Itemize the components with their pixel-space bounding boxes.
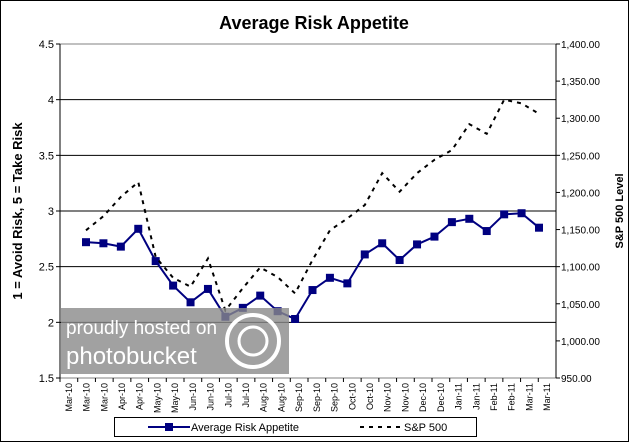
x-tick-label: Feb-11 [507,383,517,411]
data-point-risk-appetite [535,223,543,232]
y-tick-label: 1.5 [39,373,54,385]
data-point-risk-appetite [99,239,108,248]
y2-tick-label: 950.00 [561,374,592,385]
data-point-risk-appetite [82,238,90,247]
data-point-risk-appetite [360,250,369,259]
legend-marker-icon [165,423,173,431]
watermark: proudly hosted on photobucket [61,308,289,374]
data-point-risk-appetite [482,227,491,236]
y-tick-label: 4.5 [39,39,54,51]
y-tick-label: 2 [48,317,54,329]
x-tick-label: Mar-10 [82,383,92,412]
x-tick-label: Jun-10 [206,383,216,411]
chart-title: Average Risk Appetite [219,13,409,33]
data-point-risk-appetite [186,298,195,307]
data-point-risk-appetite [413,240,422,249]
x-tick-label: Dec-10 [436,383,446,412]
data-point-risk-appetite [151,257,160,266]
x-tick-label: Feb-11 [489,383,499,411]
data-point-risk-appetite [308,286,317,295]
y2-tick-label: 1,050.00 [561,300,600,311]
x-tick-label: Mar-11 [542,383,552,411]
data-point-risk-appetite [203,284,212,293]
data-point-risk-appetite [500,210,509,219]
right-axis: 950.00 1,000.00 1,050.00 1,100.00 1,150.00 1,… [555,40,600,385]
x-tick-label: Apr-10 [117,383,127,410]
data-point-risk-appetite [325,273,334,282]
x-tick-label: Sep-10 [312,383,322,412]
data-point-risk-appetite [447,218,456,227]
x-tick-label: Jul-10 [241,383,251,408]
x-tick-label: Jul-10 [223,383,233,408]
x-tick-label: Oct-10 [347,383,357,410]
x-tick-label: Sep-10 [294,383,304,412]
data-point-risk-appetite [465,214,474,223]
x-tick-label: Dec-10 [418,383,428,412]
y2-tick-label: 1,400.00 [561,40,600,51]
legend: Average Risk Appetite S&P 500 [114,417,477,437]
data-point-risk-appetite [256,291,265,300]
data-point-risk-appetite [291,314,300,323]
legend-label-risk: Average Risk Appetite [191,422,299,434]
x-tick-label: Nov-10 [400,383,410,412]
y2-tick-label: 1,200.00 [561,188,600,199]
watermark-line2: photobucket [66,343,197,370]
x-tick-label: May-10 [170,383,180,413]
y2-tick-label: 1,250.00 [561,151,600,162]
y-tick-label: 3.5 [39,150,54,162]
x-tick-label: Apr-10 [135,383,145,410]
y2-tick-label: 1,150.00 [561,226,600,237]
y-tick-label: 2.5 [39,262,54,274]
watermark-line1: proudly hosted on [66,318,217,339]
data-point-risk-appetite [517,209,526,218]
y2-tick-label: 1,350.00 [561,77,600,88]
x-tick-label: Sep-10 [330,383,340,412]
y2-tick-label: 1,000.00 [561,337,600,348]
data-point-risk-appetite [116,242,125,251]
y-tick-label: 4 [48,95,54,107]
x-tick-label: Mar-10 [64,383,74,412]
data-point-risk-appetite [395,255,404,264]
x-tick-label: Mar-11 [524,383,534,411]
y-tick-label: 3 [48,206,54,218]
x-tick-label: Aug-10 [259,383,269,412]
x-tick-label: May-10 [152,383,162,413]
x-tick-label: Jan-11 [471,383,481,410]
x-tick-label: Oct-10 [365,383,375,410]
legend-label-sp500: S&P 500 [404,422,447,434]
data-point-risk-appetite [343,279,352,288]
y2-axis-label: S&P 500 Level [614,173,626,248]
x-tick-label: Aug-10 [276,383,286,412]
data-point-risk-appetite [378,239,387,248]
data-point-risk-appetite [238,303,247,312]
x-tick-label: Mar-10 [99,383,109,412]
x-tick-label: Jan-11 [454,383,464,410]
left-axis: 1.5 2 2.5 3 3.5 4 4.5 [39,39,61,385]
y-axis-label: 1 = Avoid Risk, 5 = Take Risk [10,122,25,300]
x-tick-label: Jun-10 [188,383,198,411]
data-point-risk-appetite [169,281,178,290]
y2-tick-label: 1,300.00 [561,114,600,125]
x-axis: Mar-10 Mar-10 Mar-10 Apr-10 Apr-10 May-10 May-… [59,378,552,413]
y2-tick-label: 1,100.00 [561,263,600,274]
data-point-risk-appetite [430,232,439,241]
x-tick-label: Nov-10 [383,383,393,412]
data-point-risk-appetite [134,224,143,233]
